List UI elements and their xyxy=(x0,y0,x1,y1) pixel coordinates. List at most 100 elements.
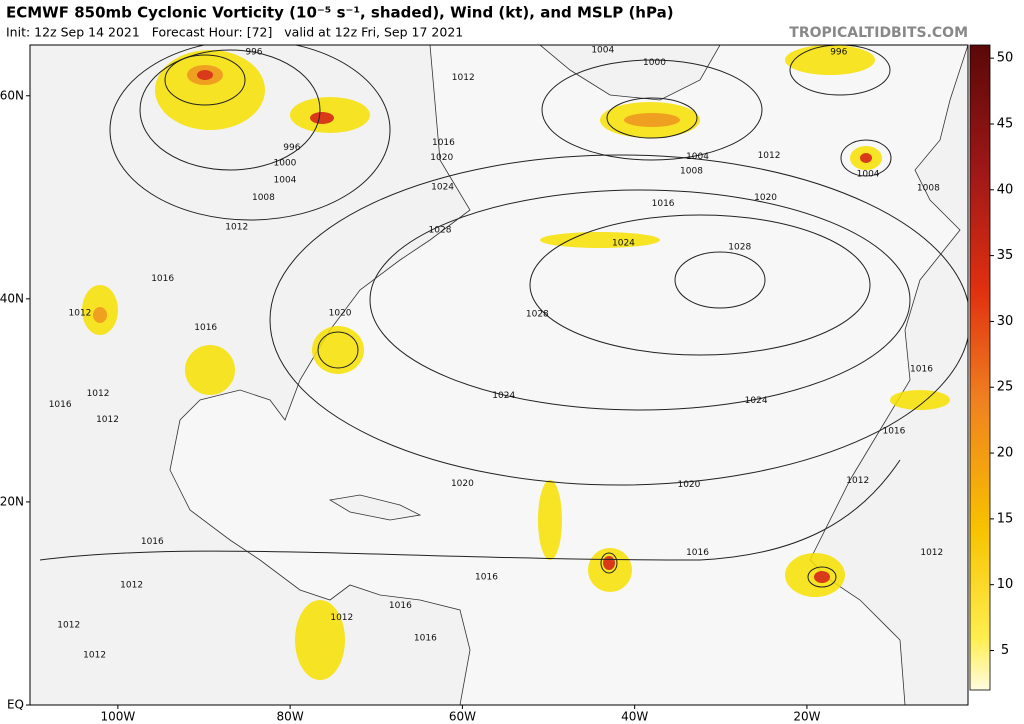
vorticity xyxy=(860,153,872,163)
isobar-label: 1028 xyxy=(429,225,452,235)
vorticity xyxy=(155,50,265,130)
isobar-label: 1024 xyxy=(492,391,515,401)
colorbar-label: 5 xyxy=(1001,643,1009,658)
lat-label: 20N xyxy=(0,494,24,508)
isobar-label: 1020 xyxy=(430,153,453,163)
vorticity xyxy=(624,113,680,127)
vorticity xyxy=(603,556,615,570)
colorbar-label: 10 xyxy=(997,577,1014,592)
isobar xyxy=(139,49,321,171)
isobar-label: 1020 xyxy=(451,479,474,489)
isobar-label: 1016 xyxy=(652,199,675,209)
greenland xyxy=(539,45,721,101)
isobar-label: 1016 xyxy=(910,364,933,374)
vorticity xyxy=(588,548,632,592)
vorticity xyxy=(538,480,562,560)
subtitle: Init: 12z Sep 14 2021 Forecast Hour: [72… xyxy=(6,25,463,40)
isobar-label: 1016 xyxy=(475,573,498,583)
isobar-label: 1000 xyxy=(643,58,666,68)
isobar-label: 1016 xyxy=(49,400,72,410)
isobar-label: 1016 xyxy=(432,138,455,148)
vorticity xyxy=(312,326,364,374)
colorbar-label: 45 xyxy=(997,116,1014,131)
isobar-label: 996 xyxy=(283,143,300,153)
vorticity xyxy=(185,345,235,395)
isobar-label: 1012 xyxy=(57,620,80,630)
isobar xyxy=(674,251,766,309)
colorbar-label: 30 xyxy=(997,314,1014,329)
isobars xyxy=(39,45,968,588)
title: ECMWF 850mb Cyclonic Vorticity (10⁻⁵ s⁻¹… xyxy=(6,4,674,22)
isobar-label: 1028 xyxy=(728,243,751,253)
lon-label: 40W xyxy=(621,710,648,724)
vorticity xyxy=(814,571,830,583)
vorticity xyxy=(93,307,107,323)
isobar-label: 1020 xyxy=(329,309,352,319)
isobar-label: 1012 xyxy=(69,309,92,319)
isobar-label: 1012 xyxy=(120,581,143,591)
colorbar xyxy=(969,44,991,691)
isobar-label: 1016 xyxy=(194,323,217,333)
isobar-label: 996 xyxy=(830,48,847,58)
colorbar-label: 25 xyxy=(997,380,1014,395)
isobar-label: 1020 xyxy=(677,480,700,490)
isobar-label: 1008 xyxy=(680,166,703,176)
lat-label: 40N xyxy=(0,291,24,305)
isobar-label: 1016 xyxy=(686,548,709,558)
isobar-label: 1012 xyxy=(225,222,248,232)
isobar-label: 1004 xyxy=(686,152,709,162)
isobar-label: 1016 xyxy=(882,426,905,436)
isobar xyxy=(529,214,871,356)
isobar xyxy=(369,189,911,411)
vorticity xyxy=(197,70,213,80)
vorticity xyxy=(540,232,660,248)
isobar xyxy=(164,54,246,106)
isobar-label: 1012 xyxy=(96,415,119,425)
colorbar-label: 35 xyxy=(997,248,1014,263)
isobar-label: 1012 xyxy=(452,73,475,83)
isobar-label: 1024 xyxy=(431,183,454,193)
isobar xyxy=(606,97,698,139)
vorticity xyxy=(785,45,875,75)
lat-label: 60N xyxy=(0,88,24,102)
lon-label: 20W xyxy=(793,710,820,724)
isobar-label: 1012 xyxy=(87,389,110,399)
map-frame xyxy=(29,44,969,706)
isobar xyxy=(541,59,763,161)
isobar-label: 1016 xyxy=(151,274,174,284)
isobar-label: 1016 xyxy=(389,601,412,611)
isobar xyxy=(109,45,391,221)
isobar-label: 1004 xyxy=(591,46,614,56)
lon-label: 60W xyxy=(449,710,476,724)
isobar-label: 1028 xyxy=(526,310,549,320)
isobar-label: 1020 xyxy=(754,193,777,203)
isobar-label: 1004 xyxy=(857,169,880,179)
isobar xyxy=(269,154,968,486)
vorticity xyxy=(295,600,345,680)
isobar-label: 1012 xyxy=(83,651,106,661)
isobar-label: 996 xyxy=(245,48,262,58)
isobar-label: 1008 xyxy=(252,193,275,203)
isobar-label: 1012 xyxy=(758,151,781,161)
vorticity-shading xyxy=(82,45,950,680)
isobar-label: 1016 xyxy=(414,633,437,643)
colorbar-label: 20 xyxy=(997,446,1014,461)
isobar-label: 1024 xyxy=(612,239,635,249)
isobar-label: 1012 xyxy=(846,476,869,486)
colorbar-label: 40 xyxy=(997,182,1014,197)
isobar-label: 1024 xyxy=(745,396,768,406)
colorbar-label: 50 xyxy=(997,51,1014,66)
colorbar-label: 15 xyxy=(997,511,1014,526)
map-area xyxy=(30,45,968,705)
isobar xyxy=(317,331,359,369)
isobar xyxy=(39,459,901,561)
source: TROPICALTIDBITS.COM xyxy=(789,25,968,41)
isobar-label: 1012 xyxy=(920,548,943,558)
isobar xyxy=(600,552,618,574)
isobar xyxy=(840,139,892,177)
isobar-label: 1008 xyxy=(917,184,940,194)
isobar xyxy=(789,45,891,96)
isobar-label: 1000 xyxy=(274,158,297,168)
lon-label: 100W xyxy=(100,710,135,724)
